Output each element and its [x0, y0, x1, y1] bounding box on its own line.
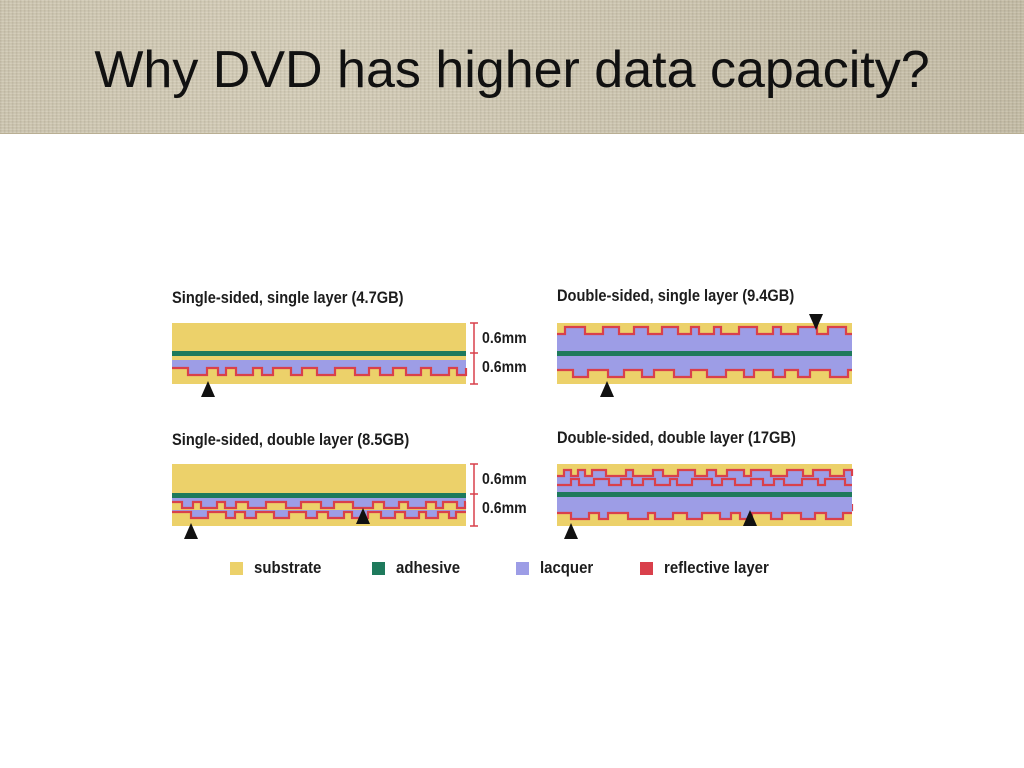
- p4-top-inner-lacquer: [557, 479, 852, 493]
- p4-adhesive: [557, 492, 852, 497]
- p4-laser-marker-right: [743, 510, 757, 526]
- legend-label-lacquer: lacquer: [540, 558, 594, 577]
- slide-title: Why DVD has higher data capacity?: [94, 41, 930, 99]
- legend-item-lacquer: lacquer: [516, 556, 600, 580]
- legend-label-adhesive: adhesive: [396, 558, 461, 577]
- legend-item-reflective: reflective layer: [640, 556, 783, 580]
- p4-bot-outer-reflective: [557, 511, 852, 521]
- p2-bot-lacquer: [557, 353, 852, 377]
- thickness-label-top-lower: 0.6mm: [482, 359, 527, 376]
- p4-top-outer-reflective: [557, 468, 854, 478]
- p3-laser-marker-left: [184, 523, 198, 539]
- p2-laser-marker-top: [809, 314, 823, 330]
- p4-bot-outer-lacquer: [557, 496, 852, 519]
- dvd-layers-diagram: [172, 314, 854, 539]
- p4-laser-marker-left: [564, 523, 578, 539]
- legend-label-reflective: reflective layer: [664, 558, 769, 577]
- p3-layer0-reflective: [172, 500, 467, 510]
- p3-layer0-lacquer: [172, 498, 466, 508]
- p1-reflective: [172, 366, 468, 377]
- panel-title-ss-dl: Single-sided, double layer (8.5GB): [172, 430, 410, 449]
- p3-adhesive: [172, 493, 466, 498]
- panel-title-ds-sl: Double-sided, single layer (9.4GB): [557, 286, 795, 305]
- p2-laser-marker-bottom: [600, 381, 614, 397]
- legend-swatch-reflective: [640, 561, 653, 575]
- p3-layer1-reflective: [172, 510, 466, 520]
- p4-top-inner-reflective: [557, 477, 852, 487]
- p2-adhesive: [557, 351, 852, 356]
- panel-title-ds-dl: Double-sided, double layer (17GB): [557, 428, 796, 447]
- p1-laser-marker: [201, 381, 215, 397]
- p2-top-reflective: [557, 325, 852, 336]
- p2-bot-reflective: [557, 368, 852, 379]
- legend-swatch-adhesive: [372, 561, 385, 575]
- legend-swatch-substrate: [230, 561, 243, 575]
- panel-title-ss-sl: Single-sided, single layer (4.7GB): [172, 288, 404, 307]
- dvd-layers-figure: Single-sided, single layer (4.7GB) Doubl…: [160, 278, 860, 588]
- title-band: [0, 0, 1024, 134]
- legend-swatch-lacquer: [516, 561, 529, 575]
- p2-top-lacquer: [557, 327, 852, 353]
- legend-item-substrate: substrate: [230, 556, 331, 580]
- thickness-label-top-upper: 0.6mm: [482, 330, 527, 347]
- thickness-label-bottom-lower: 0.6mm: [482, 500, 527, 517]
- p1-adhesive: [172, 351, 466, 356]
- legend-label-substrate: substrate: [254, 558, 322, 577]
- p3-laser-marker-right: [356, 508, 370, 524]
- thickness-label-bottom-upper: 0.6mm: [482, 471, 527, 488]
- legend-item-adhesive: adhesive: [372, 556, 469, 580]
